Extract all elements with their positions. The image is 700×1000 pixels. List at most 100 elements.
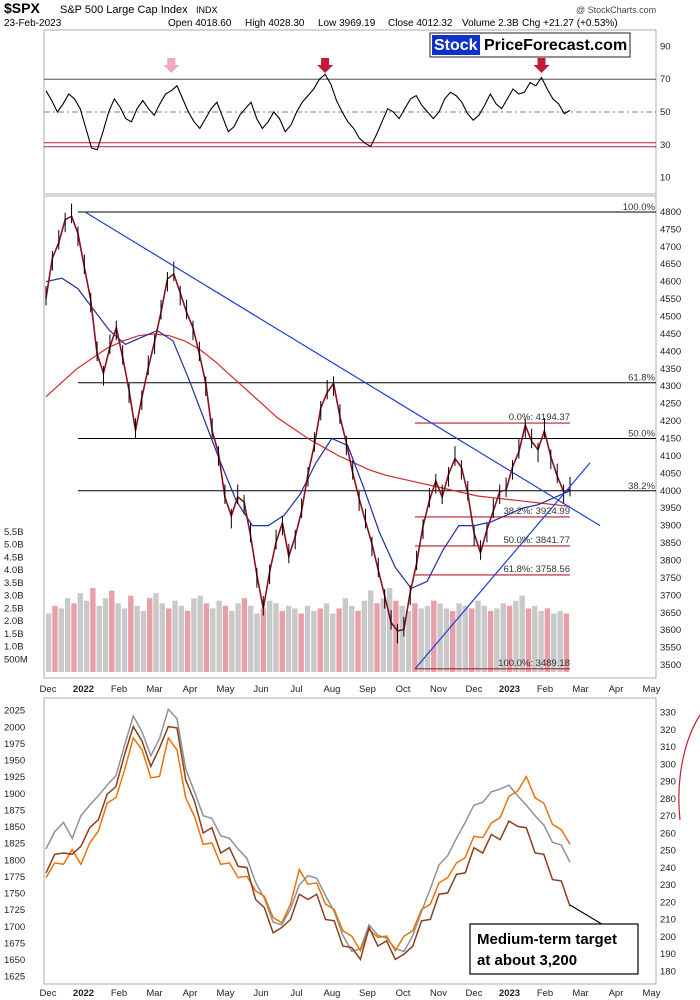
- volume-bar: [178, 605, 184, 672]
- price-xlabel-5: May: [217, 684, 235, 695]
- volume-tick-7: 4.0B: [4, 565, 24, 576]
- lower-right-tick-320: 320: [660, 725, 676, 736]
- price-tick-3500: 3500: [660, 660, 681, 671]
- highlight-ellipse: [678, 714, 700, 821]
- volume-bar: [46, 613, 52, 672]
- rsi-tick-70: 70: [660, 74, 671, 85]
- volume-bar: [380, 598, 386, 672]
- annotation-box: [469, 923, 639, 975]
- volume-bar: [475, 600, 481, 672]
- lower-xlabel-6: Jun: [253, 988, 268, 999]
- volume-bar: [172, 600, 178, 672]
- volume-bar: [557, 610, 563, 672]
- symbol-label: $SPX: [4, 0, 40, 16]
- volume-bar: [342, 598, 349, 672]
- volume-bar: [538, 610, 544, 672]
- volume-bar: [506, 605, 513, 672]
- watermark-label: @ StockCharts.com: [576, 5, 656, 15]
- volume-bar: [229, 610, 235, 672]
- lower-xlabel-8: Aug: [324, 988, 341, 999]
- volume-bar: [102, 598, 109, 672]
- volume-bar: [405, 610, 412, 672]
- volume-bar: [292, 608, 298, 672]
- volume-tick-3: 2.0B: [4, 616, 24, 627]
- price-tick-4050: 4050: [660, 468, 681, 479]
- brand-accent: [432, 35, 480, 55]
- price-xlabel-6: Jun: [253, 684, 268, 695]
- volume-bar: [235, 603, 241, 672]
- lower-left-tick-1800: 1800: [4, 855, 25, 866]
- volume-bar: [134, 605, 140, 672]
- lower-left-tick-1875: 1875: [4, 805, 25, 816]
- price-tick-3900: 3900: [660, 521, 681, 532]
- brand-stock-text: Stock: [434, 37, 478, 54]
- price-tick-4200: 4200: [660, 416, 681, 427]
- lower-right-tick-210: 210: [660, 915, 676, 926]
- lower-right-tick-280: 280: [660, 794, 676, 805]
- volume-bar: [431, 600, 437, 672]
- volume-tick-0: 500M: [4, 654, 28, 665]
- rsi-layer: 10 30 50 70 90: [44, 41, 671, 184]
- lower-xlabel-17: May: [643, 988, 661, 999]
- volume-bar: [260, 608, 267, 672]
- volume-bar: [121, 608, 128, 672]
- lower-left-tick-1650: 1650: [4, 955, 25, 966]
- price-tick-4150: 4150: [660, 434, 681, 445]
- volume-bar: [481, 605, 487, 672]
- rsi-tick-10: 10: [660, 173, 671, 184]
- close-label: Close 4012.32: [388, 18, 453, 29]
- rsi-arrow-1: [163, 58, 180, 73]
- lower-panel-frame: [43, 697, 657, 985]
- price-tick-4750: 4750: [660, 224, 681, 235]
- volume-bar: [487, 610, 494, 672]
- volume-bar: [222, 605, 229, 672]
- volume-bar: [210, 608, 216, 672]
- volume-bar: [153, 593, 159, 672]
- volume-bar: [254, 613, 260, 672]
- rsi-tick-30: 30: [660, 140, 671, 151]
- volume-bar: [285, 605, 292, 672]
- lower-left-tick-2025: 2025: [4, 706, 25, 717]
- rsi-tick-90: 90: [660, 41, 671, 52]
- fib-short-label-0: 0.0%: 4194.37: [509, 412, 570, 423]
- price-tick-4650: 4650: [660, 259, 681, 270]
- price-tick-3750: 3750: [660, 573, 681, 584]
- price-tick-4600: 4600: [660, 277, 681, 288]
- lower-xlabel-12: Dec: [466, 988, 483, 999]
- volume-bar: [456, 603, 462, 672]
- price-xlabel-4: Apr: [183, 684, 198, 695]
- volume-bar: [159, 603, 165, 672]
- rsi-tick-50: 50: [660, 107, 671, 118]
- volume-bar: [462, 605, 469, 672]
- volume-bar: [83, 600, 90, 672]
- price-xlabel-0: Dec: [40, 684, 57, 695]
- price-layer: 3500 3550 3600 3650 3700 3750 3800 3850 3900 3950…: [40, 202, 682, 695]
- annotation-line-1: Medium-term target: [477, 931, 617, 948]
- lower-xlabel-14: Feb: [537, 988, 553, 999]
- volume-bar: [71, 603, 77, 672]
- ma-line-50d: [45, 277, 571, 590]
- lower-xlabel-3: Mar: [146, 988, 162, 999]
- price-tick-4000: 4000: [660, 486, 681, 497]
- volume-bar: [374, 603, 380, 672]
- volume-tick-4: 2.5B: [4, 603, 24, 614]
- lower-xlabel-13: 2023: [499, 988, 520, 999]
- price-xlabel-1: 2022: [73, 684, 94, 695]
- fib-short-label-1: 38.2%: 3924.99: [503, 506, 570, 517]
- volume-bar: [544, 608, 551, 672]
- volume-bar: [513, 600, 519, 672]
- volume-bar: [386, 588, 393, 672]
- change-label: Chg +21.27 (+0.53%): [522, 18, 618, 29]
- target-annotation: Medium-term target at about 3,200: [469, 923, 639, 975]
- price-xlabel-3: Mar: [146, 684, 162, 695]
- high-label: High 4028.30: [245, 18, 305, 29]
- volume-bar: [298, 613, 304, 672]
- price-xlabel-12: Dec: [466, 684, 483, 695]
- volume-bar: [469, 608, 475, 672]
- rsi-series-line: [45, 73, 571, 151]
- volume-bar: [563, 613, 570, 672]
- price-tick-3550: 3550: [660, 643, 681, 654]
- lower-right-tick-330: 330: [660, 708, 676, 719]
- volume-bar: [494, 608, 500, 672]
- volume-bar: [525, 608, 532, 672]
